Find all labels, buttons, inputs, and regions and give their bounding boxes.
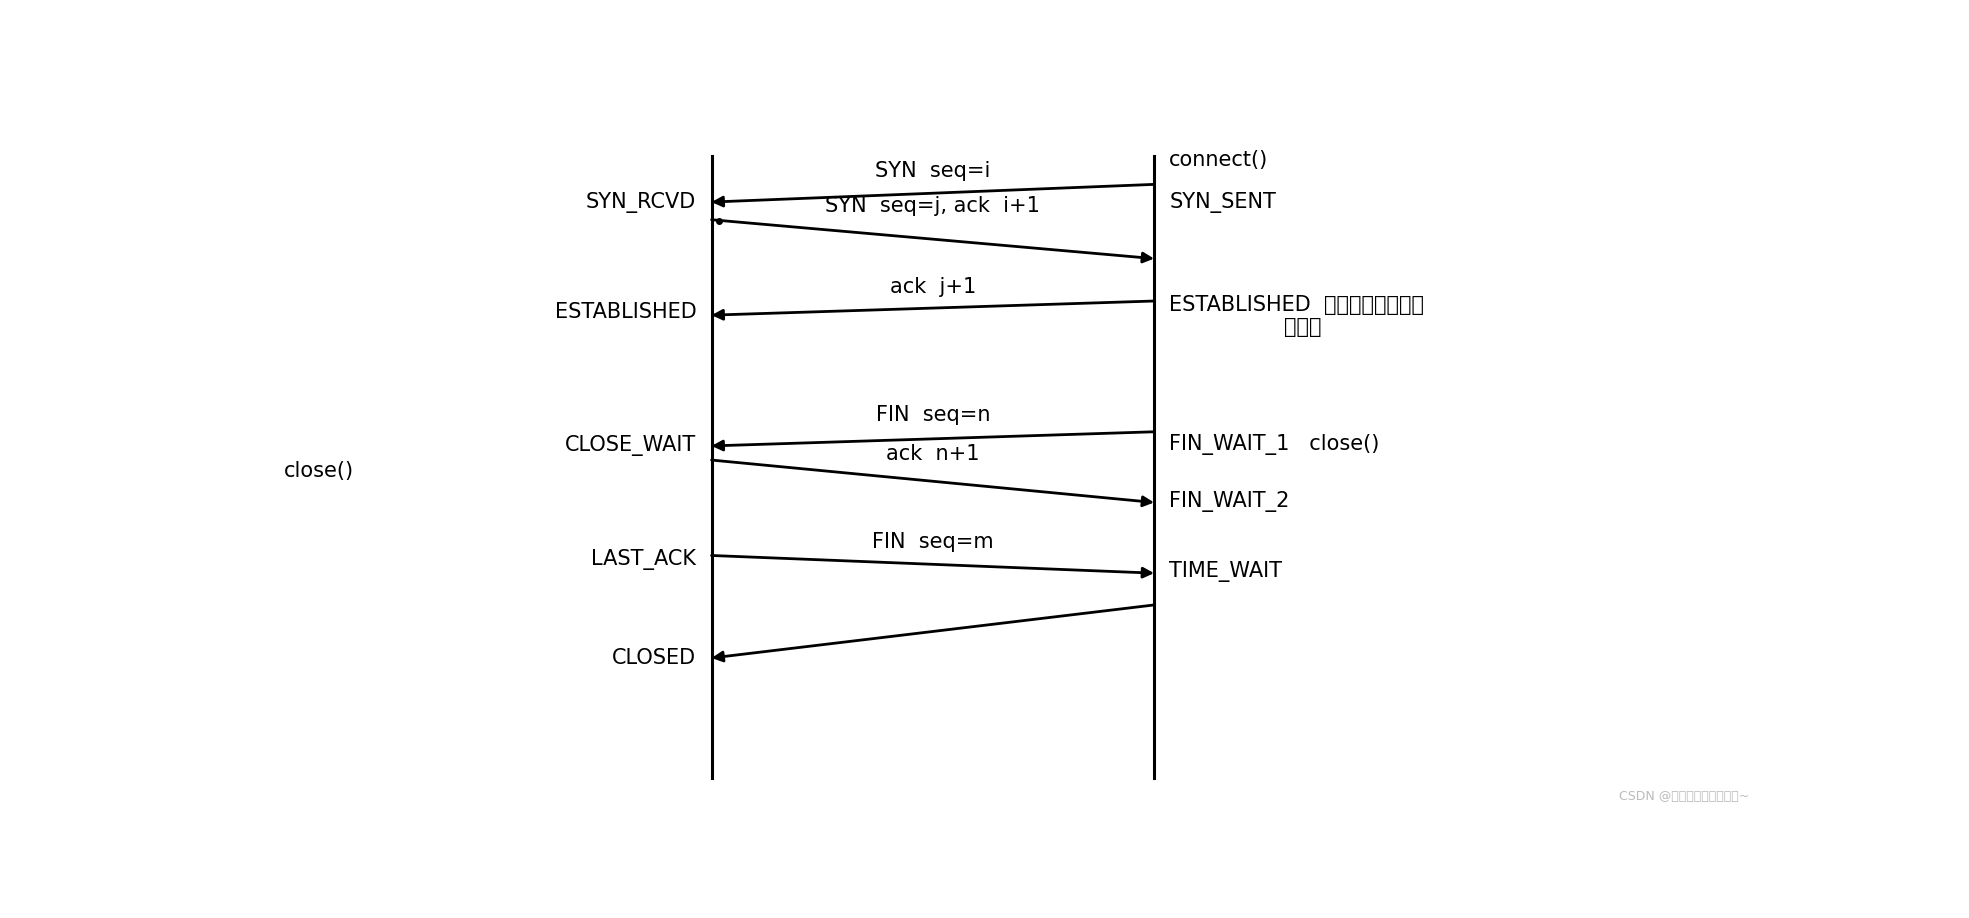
Text: 状态）: 状态） xyxy=(1284,317,1321,337)
Text: LAST_ACK: LAST_ACK xyxy=(591,549,697,569)
Text: connect(): connect() xyxy=(1170,150,1268,170)
Text: TIME_WAIT: TIME_WAIT xyxy=(1170,561,1282,581)
Text: CLOSED: CLOSED xyxy=(612,648,697,668)
Text: SYN  seq=i: SYN seq=i xyxy=(874,161,990,181)
Text: SYN_RCVD: SYN_RCVD xyxy=(587,192,697,213)
Text: FIN_WAIT_1   close(): FIN_WAIT_1 close() xyxy=(1170,434,1380,455)
Text: ESTABLISHED: ESTABLISHED xyxy=(555,302,697,321)
Text: ack  n+1: ack n+1 xyxy=(886,443,979,464)
Text: close(): close() xyxy=(284,461,354,481)
Text: FIN_WAIT_2: FIN_WAIT_2 xyxy=(1170,490,1290,511)
Text: FIN  seq=m: FIN seq=m xyxy=(872,532,994,552)
Text: CLOSE_WAIT: CLOSE_WAIT xyxy=(565,435,697,456)
Text: SYN  seq=j, ack  i+1: SYN seq=j, ack i+1 xyxy=(825,196,1040,216)
Text: CSDN @未来可期，静待花开~: CSDN @未来可期，静待花开~ xyxy=(1619,789,1748,803)
Text: ESTABLISHED  （已完成三次握手: ESTABLISHED （已完成三次握手 xyxy=(1170,295,1424,315)
Text: SYN_SENT: SYN_SENT xyxy=(1170,192,1276,213)
Text: FIN  seq=n: FIN seq=n xyxy=(876,405,990,425)
Text: ack  j+1: ack j+1 xyxy=(890,277,977,297)
